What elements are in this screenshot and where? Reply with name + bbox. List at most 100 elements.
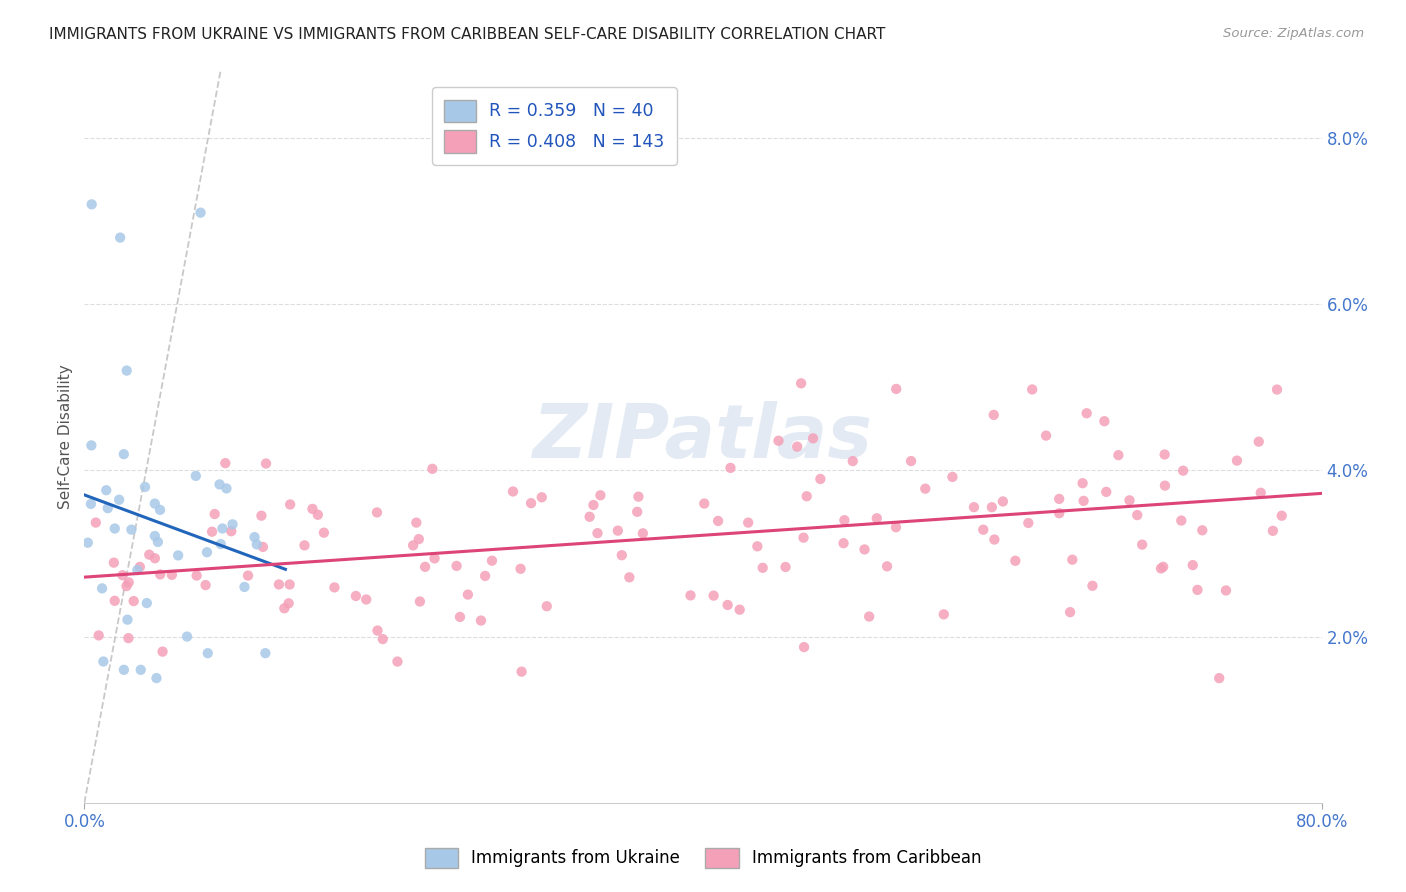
Point bbox=[87, 628, 110, 642]
Point bbox=[720, 461, 742, 475]
Point bbox=[790, 376, 813, 391]
Point bbox=[344, 589, 367, 603]
Point bbox=[128, 560, 150, 574]
Point bbox=[277, 596, 299, 610]
Point bbox=[631, 526, 654, 541]
Point bbox=[941, 470, 963, 484]
Point bbox=[236, 568, 259, 582]
Point bbox=[1004, 554, 1026, 568]
Point bbox=[252, 540, 274, 554]
Point bbox=[775, 560, 797, 574]
Point bbox=[1118, 493, 1140, 508]
Point bbox=[129, 663, 152, 677]
Point bbox=[197, 646, 219, 660]
Point bbox=[626, 505, 648, 519]
Point bbox=[801, 431, 824, 445]
Point bbox=[108, 492, 131, 507]
Point bbox=[117, 631, 139, 645]
Point bbox=[91, 582, 114, 596]
Point bbox=[866, 511, 889, 525]
Point bbox=[703, 589, 725, 603]
Point bbox=[884, 520, 907, 534]
Point bbox=[111, 568, 134, 582]
Point bbox=[589, 488, 612, 502]
Point bbox=[176, 630, 198, 644]
Point bbox=[145, 671, 167, 685]
Point bbox=[422, 462, 444, 476]
Point bbox=[1035, 428, 1057, 442]
Point bbox=[354, 592, 377, 607]
Point bbox=[884, 382, 907, 396]
Point bbox=[1170, 514, 1192, 528]
Point bbox=[254, 457, 277, 471]
Point bbox=[143, 529, 166, 543]
Point bbox=[983, 408, 1005, 422]
Point bbox=[254, 646, 277, 660]
Point bbox=[481, 554, 503, 568]
Point bbox=[80, 197, 103, 211]
Point bbox=[143, 497, 166, 511]
Point bbox=[409, 594, 432, 608]
Point bbox=[211, 521, 233, 535]
Point bbox=[143, 551, 166, 566]
Point bbox=[619, 570, 641, 584]
Point bbox=[120, 523, 142, 537]
Point bbox=[707, 514, 730, 528]
Point bbox=[1265, 383, 1288, 397]
Point bbox=[167, 549, 190, 563]
Point bbox=[312, 525, 335, 540]
Point bbox=[853, 542, 876, 557]
Point bbox=[1047, 491, 1070, 506]
Point bbox=[323, 580, 346, 594]
Point bbox=[233, 580, 256, 594]
Point bbox=[366, 505, 388, 519]
Y-axis label: Self-Care Disability: Self-Care Disability bbox=[58, 365, 73, 509]
Point bbox=[118, 575, 141, 590]
Point bbox=[1250, 485, 1272, 500]
Point bbox=[215, 482, 238, 496]
Point bbox=[914, 482, 936, 496]
Point bbox=[402, 538, 425, 552]
Point bbox=[117, 613, 139, 627]
Point bbox=[201, 524, 224, 539]
Point bbox=[502, 484, 524, 499]
Point bbox=[250, 508, 273, 523]
Point bbox=[243, 530, 266, 544]
Point bbox=[1081, 579, 1104, 593]
Point bbox=[219, 524, 242, 539]
Point bbox=[449, 610, 471, 624]
Point bbox=[900, 454, 922, 468]
Point bbox=[991, 494, 1014, 508]
Point bbox=[842, 454, 865, 468]
Point bbox=[138, 548, 160, 562]
Point bbox=[972, 523, 994, 537]
Point bbox=[796, 489, 818, 503]
Point bbox=[221, 517, 243, 532]
Point bbox=[932, 607, 955, 622]
Point bbox=[96, 483, 118, 498]
Point bbox=[408, 532, 430, 546]
Point bbox=[1017, 516, 1039, 530]
Point bbox=[1150, 561, 1173, 575]
Point bbox=[1226, 453, 1249, 467]
Point bbox=[1073, 494, 1095, 508]
Point bbox=[963, 500, 986, 515]
Point bbox=[1071, 476, 1094, 491]
Point bbox=[1153, 448, 1175, 462]
Point bbox=[267, 577, 290, 591]
Point bbox=[737, 516, 759, 530]
Point bbox=[307, 508, 329, 522]
Legend: Immigrants from Ukraine, Immigrants from Caribbean: Immigrants from Ukraine, Immigrants from… bbox=[418, 841, 988, 875]
Point bbox=[115, 363, 138, 377]
Point bbox=[983, 533, 1005, 547]
Point bbox=[84, 516, 107, 530]
Point bbox=[1126, 508, 1149, 522]
Point bbox=[273, 601, 295, 615]
Point bbox=[149, 567, 172, 582]
Point bbox=[149, 503, 172, 517]
Point bbox=[1021, 383, 1043, 397]
Point bbox=[1062, 552, 1084, 566]
Point bbox=[146, 535, 169, 549]
Point bbox=[1271, 508, 1294, 523]
Text: IMMIGRANTS FROM UKRAINE VS IMMIGRANTS FROM CARIBBEAN SELF-CARE DISABILITY CORREL: IMMIGRANTS FROM UKRAINE VS IMMIGRANTS FR… bbox=[49, 27, 886, 42]
